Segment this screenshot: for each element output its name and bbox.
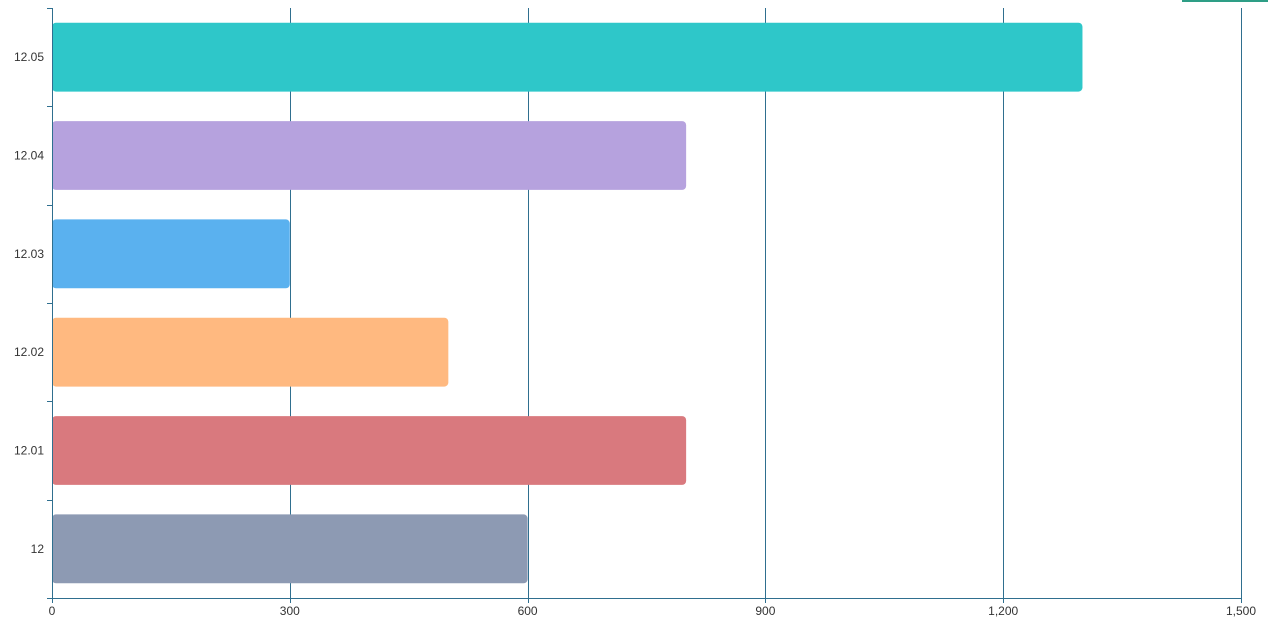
bar-12-05[interactable] [52,22,1083,92]
y-tick-label-12-05: 12.05 [14,50,44,64]
x-tick-label-0: 0 [49,604,56,618]
y-tick-label-12: 12 [31,542,45,556]
x-tick-label-1: 300 [280,604,300,618]
y-tick-label-12-02: 12.02 [14,345,44,359]
x-tick-label-4: 1,200 [988,604,1018,618]
y-tick-label-12-04: 12.04 [14,149,44,163]
bar-12-01[interactable] [52,416,687,485]
bar-12-04[interactable] [52,121,687,190]
tick-labels: 0 300 600 900 1,200 1,500 12 12.01 12.02 12.03 12.… [14,50,1256,618]
top-accent-bar [1182,0,1268,2]
bars [52,22,1083,584]
axes [47,8,1242,603]
x-tick-label-3: 900 [755,604,775,618]
x-tick-label-5: 1,500 [1226,604,1256,618]
bar-12[interactable] [52,514,528,584]
y-tick-label-12-03: 12.03 [14,247,44,261]
bar-12-03[interactable] [52,219,290,289]
x-tick-label-2: 600 [518,604,538,618]
y-tick-label-12-01: 12.01 [14,444,44,458]
bar-12-02[interactable] [52,317,449,387]
grid-lines [290,8,1242,598]
